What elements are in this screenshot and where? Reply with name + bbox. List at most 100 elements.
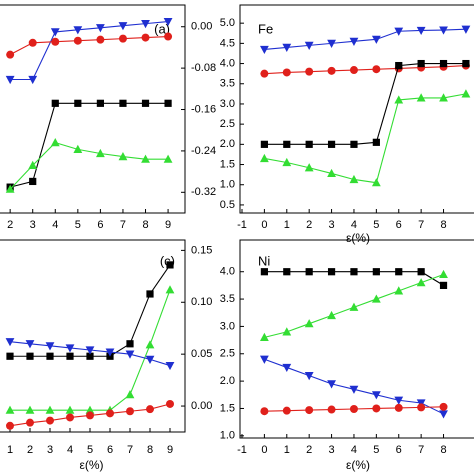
x-tick-label: 0 — [261, 444, 267, 456]
marker — [439, 59, 448, 68]
marker — [371, 294, 381, 303]
marker — [96, 35, 105, 44]
x-tick-label: 3 — [47, 444, 53, 456]
marker — [164, 32, 173, 41]
y-tick-label: 3.0 — [220, 98, 235, 110]
y-tick-label: -0.32 — [191, 186, 216, 198]
y-tick-label: 0.5 — [220, 199, 235, 211]
x-tick-label: 6 — [396, 444, 402, 456]
x-tick-label: 5 — [373, 444, 379, 456]
marker — [29, 177, 37, 186]
marker — [5, 338, 15, 347]
y-tick-label: 4.5 — [220, 37, 235, 49]
marker — [371, 391, 381, 400]
marker — [28, 160, 38, 169]
marker — [46, 352, 54, 360]
marker — [394, 403, 403, 412]
marker — [259, 45, 269, 55]
marker — [6, 421, 14, 430]
marker — [327, 310, 336, 320]
panel-label: Ni — [258, 253, 270, 268]
marker — [327, 405, 336, 414]
marker — [349, 174, 359, 184]
y-tick-label: 5.0 — [220, 17, 235, 29]
marker — [305, 268, 313, 276]
x-tick-label: 6 — [97, 219, 103, 231]
marker — [141, 33, 150, 42]
marker — [349, 405, 358, 414]
marker — [66, 413, 74, 422]
marker — [141, 154, 150, 163]
marker — [86, 352, 94, 360]
plot-frame — [0, 239, 186, 433]
x-tick-label: 1 — [284, 219, 290, 231]
marker — [105, 348, 115, 357]
marker — [283, 140, 291, 148]
marker — [327, 268, 336, 276]
marker — [282, 327, 292, 336]
marker — [26, 418, 34, 427]
marker — [371, 178, 381, 187]
series-line — [10, 21, 169, 81]
marker — [350, 268, 358, 276]
marker — [304, 163, 314, 172]
plot-frame — [0, 4, 186, 214]
marker — [439, 269, 448, 279]
marker — [5, 405, 15, 414]
marker — [95, 24, 105, 33]
x-tick-label: 8 — [142, 219, 148, 231]
x-axis-label: ε(%) — [346, 231, 370, 245]
marker — [417, 403, 426, 412]
x-tick-label: 8 — [147, 444, 153, 456]
x-tick-label: 7 — [418, 219, 424, 231]
panel-label: Fe — [258, 21, 273, 36]
marker — [146, 405, 154, 414]
marker — [5, 184, 15, 193]
x-tick-label: 0 — [261, 219, 267, 231]
marker — [282, 43, 292, 53]
marker — [372, 404, 381, 413]
marker — [165, 361, 175, 371]
marker — [372, 268, 380, 276]
x-tick-label: 9 — [167, 444, 173, 456]
y-tick-label: 1.5 — [220, 158, 235, 170]
x-tick-label: 2 — [7, 219, 13, 231]
marker — [327, 380, 336, 389]
marker — [73, 36, 82, 45]
marker — [118, 152, 128, 161]
marker — [146, 290, 154, 298]
y-tick-label: -0.08 — [191, 62, 216, 74]
marker — [439, 281, 448, 289]
x-tick-label: -1 — [237, 219, 247, 231]
marker — [145, 340, 155, 349]
marker — [349, 37, 359, 46]
marker — [96, 99, 104, 107]
y-tick-label: 0.05 — [191, 348, 212, 360]
marker — [304, 319, 314, 328]
marker — [106, 409, 114, 418]
marker — [6, 50, 15, 59]
x-tick-label: 2 — [306, 444, 312, 456]
marker — [165, 285, 175, 294]
x-tick-label: 3 — [30, 219, 36, 231]
x-tick-label: 6 — [107, 444, 113, 456]
series-line — [10, 102, 169, 188]
x-tick-label: 5 — [87, 444, 93, 456]
y-tick-label: 4.0 — [220, 266, 235, 278]
marker — [46, 416, 54, 425]
y-tick-label: 0.00 — [191, 21, 212, 33]
x-tick-label: 5 — [373, 219, 379, 231]
x-tick-label: 9 — [165, 219, 171, 231]
x-tick-label: 2 — [306, 219, 312, 231]
marker — [259, 332, 269, 341]
marker — [372, 65, 381, 74]
x-axis-label: ε(%) — [346, 458, 370, 472]
marker — [95, 148, 105, 158]
marker — [282, 406, 291, 415]
marker — [126, 407, 134, 416]
marker — [145, 355, 155, 364]
marker — [125, 390, 135, 399]
x-tick-label: 7 — [127, 444, 133, 456]
marker — [73, 144, 83, 153]
